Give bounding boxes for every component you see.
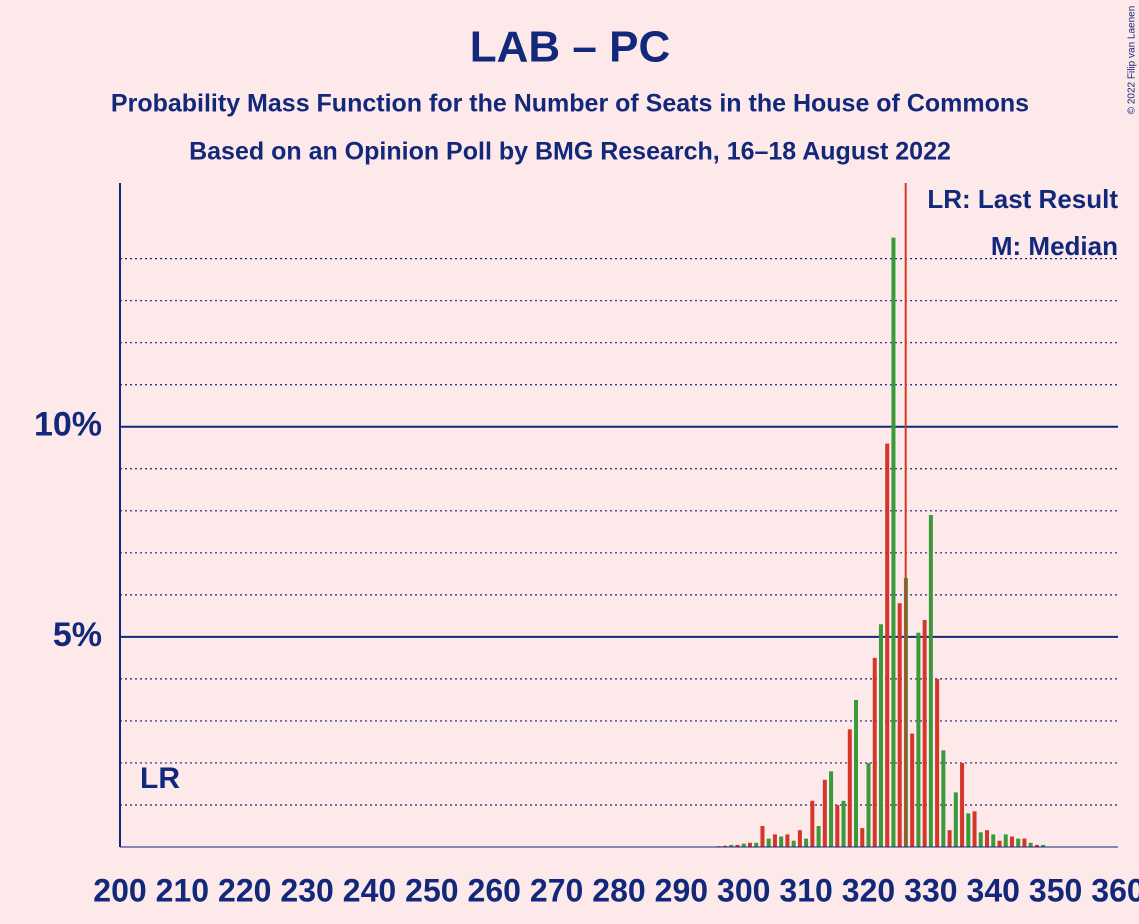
bar bbox=[997, 840, 1002, 847]
x-tick-label: 250 bbox=[405, 872, 458, 908]
bar bbox=[966, 813, 971, 847]
bar bbox=[797, 830, 802, 847]
x-tick-label: 360 bbox=[1091, 872, 1139, 908]
x-tick-label: 290 bbox=[655, 872, 708, 908]
bar bbox=[885, 443, 890, 847]
bar bbox=[910, 733, 915, 847]
bar bbox=[1022, 838, 1027, 847]
x-tick-label: 220 bbox=[218, 872, 271, 908]
legend-entry: M: Median bbox=[991, 231, 1118, 261]
bar bbox=[723, 845, 728, 847]
bar bbox=[785, 834, 790, 847]
bar bbox=[772, 834, 777, 847]
bar bbox=[1003, 834, 1008, 847]
x-tick-label: 320 bbox=[842, 872, 895, 908]
bar bbox=[816, 825, 821, 847]
x-tick-label: 340 bbox=[967, 872, 1020, 908]
bar bbox=[991, 834, 996, 847]
bar bbox=[854, 699, 859, 847]
bar bbox=[847, 729, 852, 847]
x-tick-label: 350 bbox=[1029, 872, 1082, 908]
bar bbox=[891, 237, 896, 847]
legend-entry: LR: Last Result bbox=[927, 184, 1118, 214]
y-tick-label: 10% bbox=[34, 406, 102, 444]
bar bbox=[804, 838, 809, 847]
y-tick-label: 5% bbox=[53, 616, 102, 654]
copyright: © 2022 Filip van Laenen bbox=[1127, 6, 1138, 115]
bar bbox=[985, 830, 990, 847]
bar bbox=[822, 779, 827, 847]
bar bbox=[1016, 838, 1021, 847]
x-tick-label: 240 bbox=[343, 872, 396, 908]
bar bbox=[735, 844, 740, 847]
bar bbox=[928, 515, 933, 847]
bar bbox=[947, 830, 952, 847]
bar bbox=[916, 632, 921, 847]
bar bbox=[835, 804, 840, 847]
bar bbox=[1009, 836, 1014, 847]
x-tick-label: 230 bbox=[280, 872, 333, 908]
bar bbox=[935, 678, 940, 847]
bar bbox=[866, 762, 871, 847]
x-tick-label: 330 bbox=[904, 872, 957, 908]
bar bbox=[941, 750, 946, 847]
bar bbox=[1041, 844, 1046, 847]
bar bbox=[972, 811, 977, 847]
x-tick-label: 310 bbox=[779, 872, 832, 908]
chart-subtitle: Based on an Opinion Poll by BMG Research… bbox=[189, 138, 951, 166]
bar bbox=[829, 771, 834, 847]
chart-title: LAB – PC bbox=[470, 23, 670, 72]
x-tick-label: 270 bbox=[530, 872, 583, 908]
bar bbox=[872, 657, 877, 847]
bar bbox=[791, 840, 796, 847]
chart-subtitle: Probability Mass Function for the Number… bbox=[111, 90, 1029, 118]
bar bbox=[729, 844, 734, 847]
bar bbox=[860, 828, 865, 847]
bar bbox=[760, 825, 765, 847]
bar bbox=[741, 843, 746, 847]
bar bbox=[1034, 844, 1039, 847]
bar bbox=[810, 800, 815, 847]
x-tick-label: 300 bbox=[717, 872, 770, 908]
x-tick-label: 200 bbox=[93, 872, 146, 908]
bar bbox=[960, 762, 965, 847]
bar bbox=[766, 838, 771, 847]
x-tick-label: 280 bbox=[592, 872, 645, 908]
bar bbox=[897, 603, 902, 847]
x-tick-label: 260 bbox=[468, 872, 521, 908]
bar bbox=[841, 800, 846, 847]
bar bbox=[779, 836, 784, 847]
bar bbox=[978, 832, 983, 847]
last-result-label: LR bbox=[140, 762, 180, 795]
bar bbox=[922, 620, 927, 847]
bar bbox=[754, 842, 759, 847]
x-tick-label: 210 bbox=[156, 872, 209, 908]
bar bbox=[878, 624, 883, 847]
bar bbox=[953, 792, 958, 847]
bar bbox=[1028, 842, 1033, 847]
bar bbox=[747, 842, 752, 847]
